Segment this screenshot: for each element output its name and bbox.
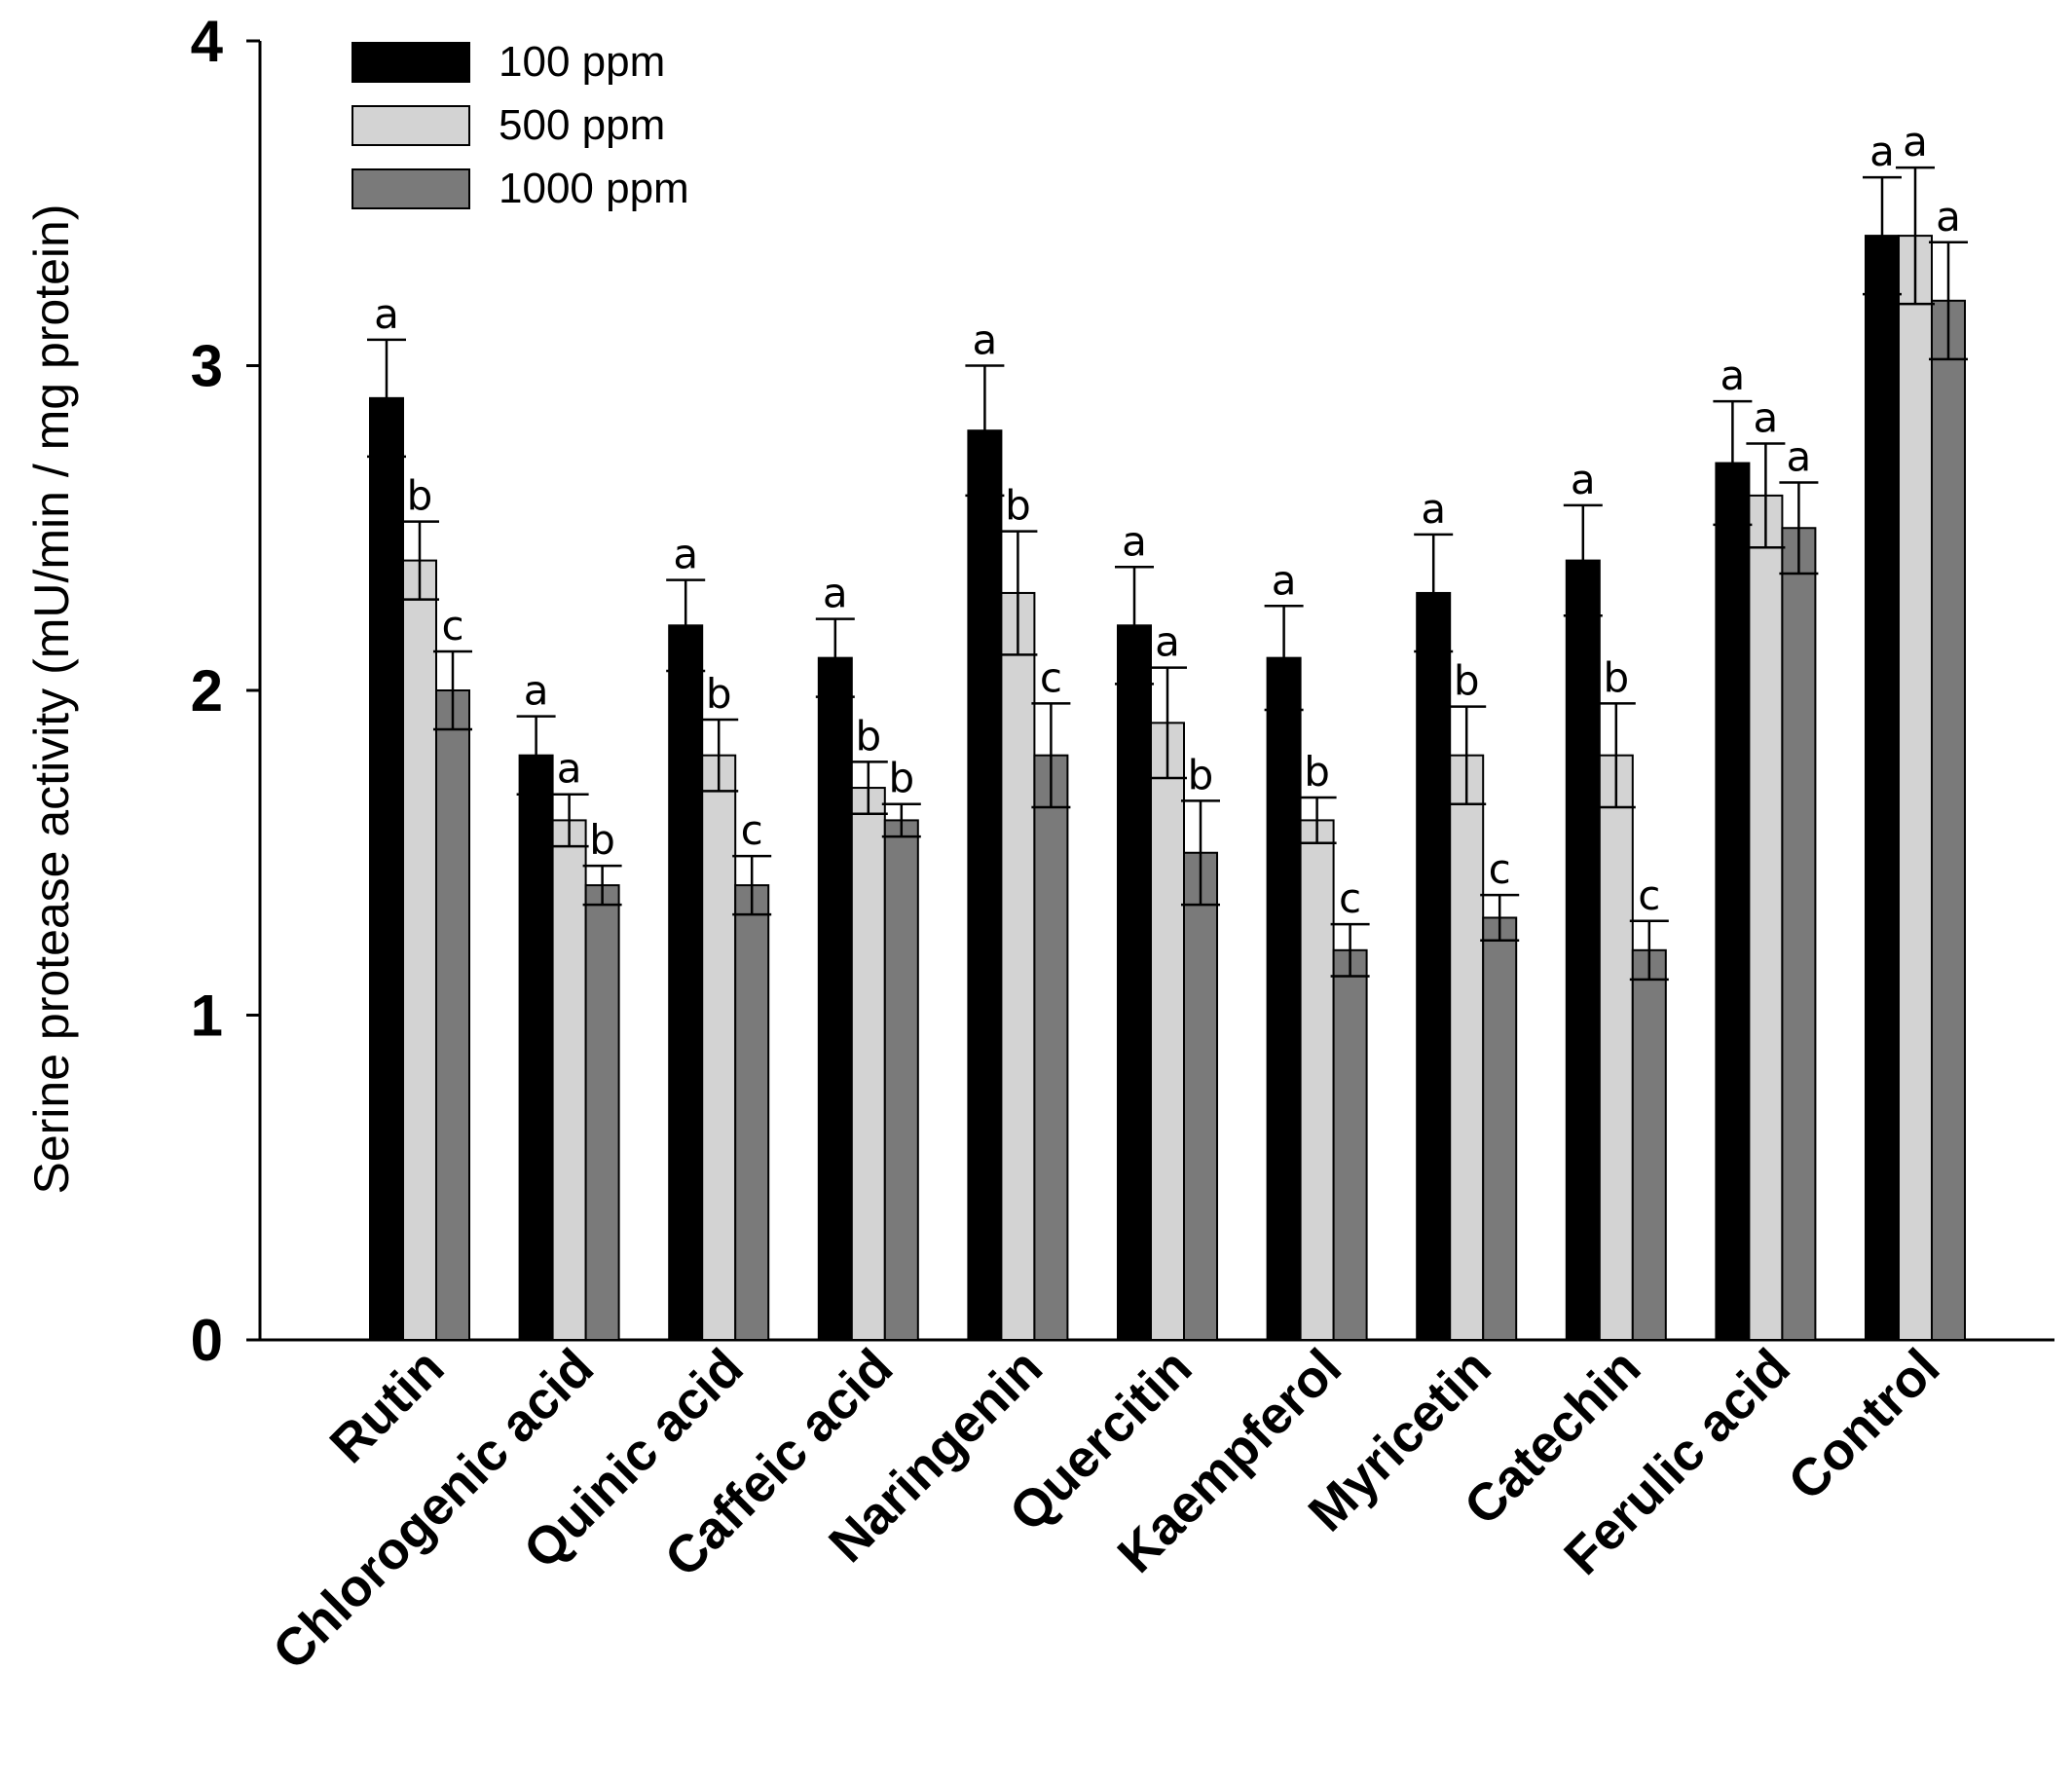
- significance-letter: b: [1005, 482, 1031, 530]
- significance-letter: a: [1272, 556, 1297, 604]
- significance-letter: c: [1489, 845, 1511, 893]
- bar: [1898, 235, 1933, 1342]
- y-tick-label: 4: [191, 9, 224, 74]
- bar: [1266, 656, 1302, 1341]
- significance-letter: b: [1188, 751, 1214, 798]
- y-tick-label: 2: [191, 658, 223, 724]
- significance-letter: b: [1454, 657, 1480, 705]
- significance-letter: b: [706, 670, 732, 718]
- bar: [817, 656, 853, 1341]
- bar: [1748, 494, 1784, 1341]
- significance-letter: a: [1754, 394, 1779, 442]
- bar: [1449, 754, 1485, 1341]
- bar: [1416, 591, 1452, 1341]
- bar: [883, 819, 919, 1341]
- significance-letter: a: [1936, 193, 1961, 241]
- significance-letter: c: [741, 806, 763, 854]
- bar: [1332, 948, 1368, 1341]
- significance-letter: a: [1720, 352, 1746, 399]
- significance-letter: c: [1638, 872, 1660, 919]
- significance-letter: a: [973, 316, 998, 364]
- y-tick-label: 3: [191, 334, 223, 399]
- significance-letter: a: [1869, 128, 1895, 175]
- significance-letter: a: [1421, 485, 1446, 533]
- significance-letter: a: [673, 531, 698, 578]
- y-axis-label: Serine protease activity (mU/min / mg pr…: [24, 204, 79, 1194]
- legend-swatch: [352, 42, 470, 83]
- x-tick-label: Rutin: [319, 1338, 456, 1474]
- significance-letter: b: [1603, 653, 1629, 701]
- bar: [1598, 754, 1634, 1341]
- significance-letter: a: [524, 667, 549, 715]
- legend-swatch: [352, 168, 470, 209]
- bar: [1033, 754, 1069, 1341]
- legend: 100 ppm 500 ppm 1000 ppm: [352, 38, 689, 212]
- significance-letter: a: [1155, 618, 1180, 666]
- bar: [1000, 591, 1036, 1341]
- significance-letter: a: [374, 290, 399, 338]
- bar: [1482, 916, 1518, 1341]
- bar: [435, 689, 470, 1341]
- significance-letter: a: [1787, 433, 1812, 481]
- significance-letter: a: [557, 745, 582, 793]
- bar: [551, 819, 587, 1341]
- legend-swatch: [352, 105, 470, 146]
- bar: [1183, 851, 1218, 1341]
- significance-letter: a: [1122, 517, 1147, 565]
- bar: [1865, 235, 1900, 1342]
- bar: [850, 787, 886, 1341]
- significance-letter: c: [1339, 874, 1361, 922]
- significance-letter: b: [1304, 748, 1330, 796]
- bar: [584, 884, 620, 1341]
- bar: [1931, 299, 1966, 1341]
- bars: [369, 235, 1966, 1342]
- legend-label: 100 ppm: [499, 38, 665, 86]
- bar: [1117, 624, 1152, 1341]
- bar: [1299, 819, 1335, 1341]
- bar: [1715, 462, 1751, 1341]
- y-tick-label: 0: [191, 1308, 223, 1373]
- significance-letter: c: [441, 602, 463, 649]
- bar: [701, 754, 737, 1341]
- legend-label: 1000 ppm: [499, 165, 689, 212]
- bar: [1565, 559, 1601, 1341]
- legend-label: 500 ppm: [499, 101, 665, 149]
- bar: [967, 429, 1003, 1341]
- bar: [734, 884, 770, 1341]
- bar: [402, 559, 437, 1341]
- significance-letter: a: [823, 570, 848, 617]
- significance-letter: a: [1903, 118, 1928, 166]
- y-tick-label: 1: [191, 983, 223, 1049]
- significance-letter: c: [1040, 653, 1062, 701]
- error-bars: [367, 166, 1968, 982]
- significance-letter: b: [407, 472, 433, 520]
- x-tick-label: Control: [1777, 1338, 1950, 1511]
- bar: [1631, 948, 1667, 1341]
- bar: [668, 624, 704, 1341]
- significance-letter: b: [888, 755, 914, 802]
- significance-letter: b: [589, 816, 615, 864]
- significance-letter: a: [1571, 456, 1596, 503]
- bar: [1150, 722, 1185, 1341]
- bar: [1781, 527, 1817, 1341]
- bar: [518, 754, 554, 1341]
- bar: [369, 396, 404, 1342]
- significance-letter: b: [855, 712, 881, 760]
